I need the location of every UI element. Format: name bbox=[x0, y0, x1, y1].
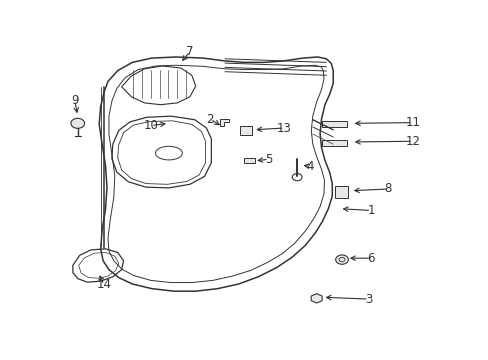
Text: 8: 8 bbox=[384, 183, 391, 195]
FancyBboxPatch shape bbox=[239, 126, 252, 135]
FancyBboxPatch shape bbox=[321, 140, 346, 146]
Text: 10: 10 bbox=[143, 119, 158, 132]
Circle shape bbox=[71, 118, 84, 129]
Polygon shape bbox=[220, 119, 228, 126]
Text: 13: 13 bbox=[277, 122, 291, 135]
Text: 12: 12 bbox=[405, 135, 419, 148]
Text: 5: 5 bbox=[264, 153, 272, 166]
Polygon shape bbox=[244, 158, 255, 163]
Text: 2: 2 bbox=[206, 113, 214, 126]
FancyBboxPatch shape bbox=[321, 121, 346, 127]
Text: 6: 6 bbox=[367, 252, 374, 265]
Text: 3: 3 bbox=[365, 293, 372, 306]
Text: 14: 14 bbox=[96, 278, 111, 291]
Text: 9: 9 bbox=[71, 94, 79, 107]
Text: 1: 1 bbox=[367, 204, 374, 217]
FancyBboxPatch shape bbox=[334, 186, 347, 198]
Text: 4: 4 bbox=[306, 160, 313, 173]
Circle shape bbox=[335, 255, 347, 264]
Polygon shape bbox=[310, 294, 322, 303]
Text: 11: 11 bbox=[405, 116, 419, 129]
Text: 7: 7 bbox=[186, 45, 193, 58]
